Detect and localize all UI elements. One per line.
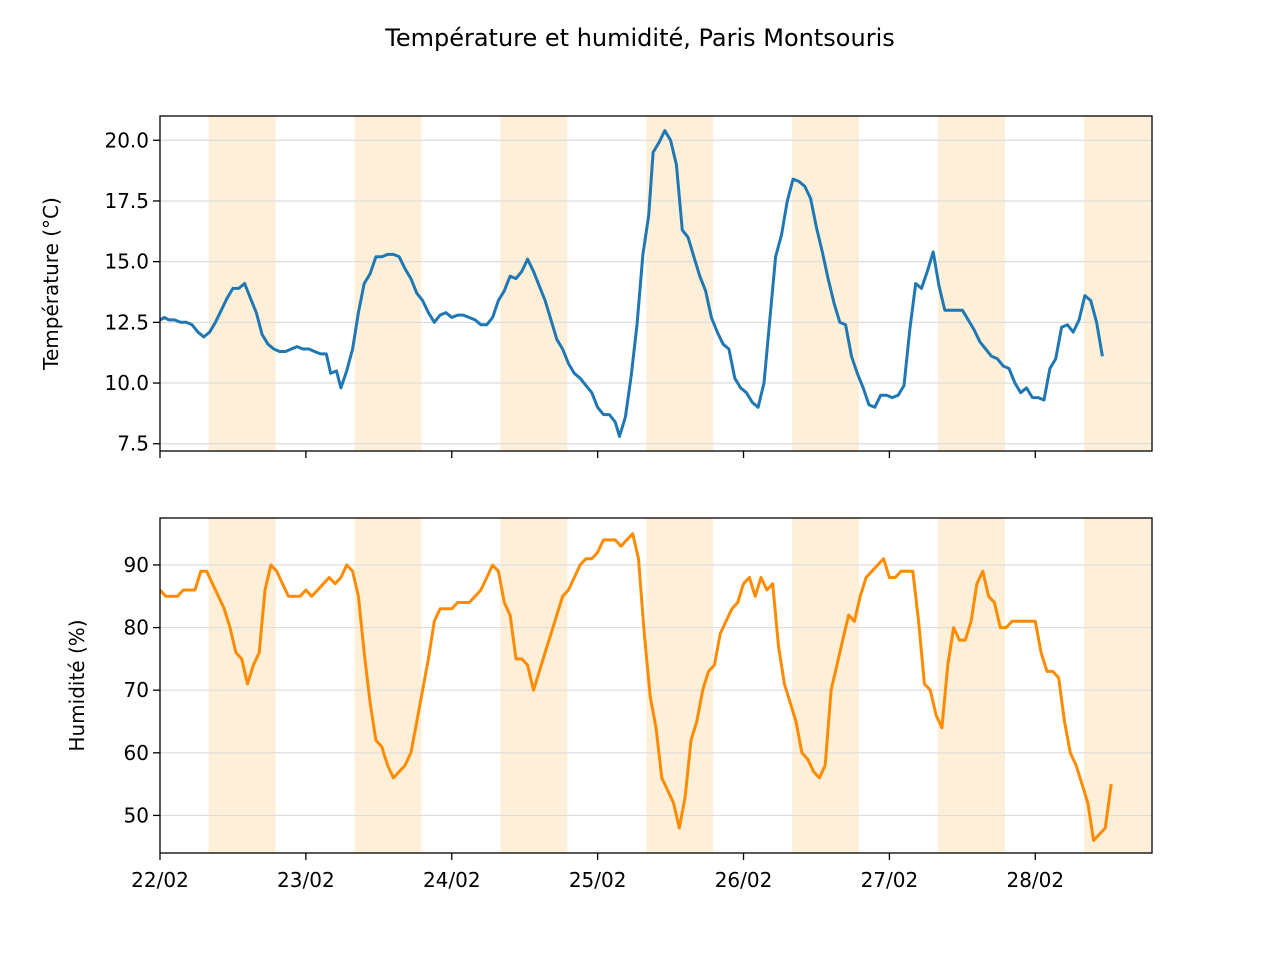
daytime-band: [208, 116, 276, 451]
y-tick-label: 80: [124, 616, 149, 640]
chart-title: Température et humidité, Paris Montsouri…: [384, 24, 894, 52]
daytime-band: [1083, 518, 1151, 853]
x-tick-label: 23/02: [277, 868, 335, 892]
y-tick-label: 7.5: [117, 432, 149, 456]
daytime-band: [792, 116, 860, 451]
x-tick-label: 22/02: [131, 868, 189, 892]
y-tick-label: 12.5: [104, 310, 149, 334]
daytime-band: [938, 518, 1005, 853]
x-tick-label: 26/02: [715, 868, 773, 892]
y-tick-label: 50: [124, 803, 149, 827]
x-tick-label: 24/02: [423, 868, 481, 892]
y-tick-label: 90: [124, 553, 149, 577]
series-line: [160, 129, 1104, 438]
x-tick-label: 28/02: [1006, 868, 1064, 892]
y-tick-label: 15.0: [104, 250, 149, 274]
series-line: [160, 532, 1113, 842]
y-tick-label: 10.0: [104, 371, 149, 395]
plot-frame: [159, 517, 1153, 854]
y-tick-label: 60: [124, 741, 149, 765]
daytime-band: [792, 518, 860, 853]
y-tick-label: 70: [124, 678, 149, 702]
plot-area: [160, 116, 1152, 451]
x-tick-label: 27/02: [861, 868, 919, 892]
y-tick-label: 17.5: [104, 189, 149, 213]
x-tick-label: 25/02: [569, 868, 627, 892]
daytime-band: [354, 518, 422, 853]
y-axis-label: Température (°C): [39, 197, 63, 371]
y-tick-label: 20.0: [104, 128, 149, 152]
plot-area: [160, 518, 1152, 853]
plot-frame: [159, 115, 1153, 452]
y-axis-label: Humidité (%): [65, 619, 89, 751]
temperature-plot: 7.5 10.0 12.5 15.0 17.5 20.0 Température (°C): [39, 115, 1153, 458]
daytime-band: [938, 116, 1005, 451]
daytime-band: [646, 518, 714, 853]
daytime-band: [208, 518, 276, 853]
humidity-plot: 50 60 70 80 90 22/02 23/02 24/02 25/02 26/02 27/02…: [65, 517, 1153, 892]
daytime-band: [500, 116, 568, 451]
daytime-band: [1083, 116, 1151, 451]
